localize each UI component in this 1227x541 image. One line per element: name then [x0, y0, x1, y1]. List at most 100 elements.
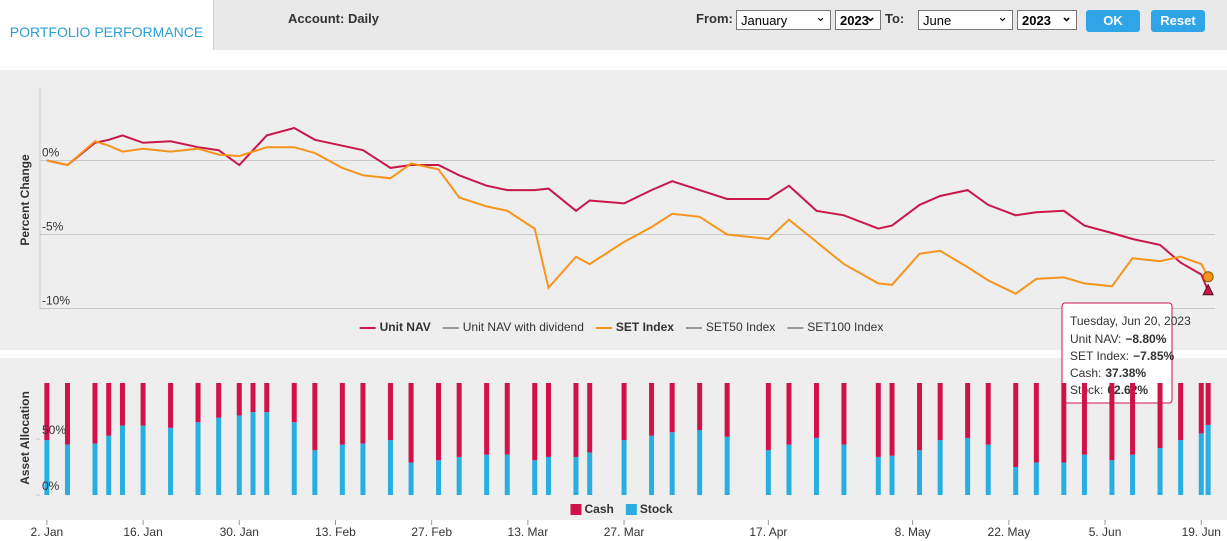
bar-segment [140, 425, 146, 495]
bar-segment [697, 430, 703, 495]
bar-segment [140, 383, 146, 426]
bar-segment [621, 383, 627, 441]
bar-segment [649, 383, 655, 436]
x-tick-label: 16. Jan [123, 525, 162, 539]
bar-segment [765, 383, 771, 451]
ok-button[interactable]: OK [1086, 10, 1140, 32]
toolbar: PORTFOLIO PERFORMANCE Account: Daily Fro… [0, 0, 1227, 50]
bar-segment [545, 383, 551, 457]
to-label: To: [885, 11, 905, 26]
bar-segment [168, 383, 174, 428]
bar-segment [545, 456, 551, 495]
bar-segment [64, 444, 70, 495]
bar-segment [456, 456, 462, 495]
bar-segment [291, 422, 297, 495]
bar-segment [937, 383, 943, 441]
bar-segment [985, 383, 991, 445]
y-tick-label: 0% [42, 479, 60, 493]
legend-label: Unit NAV with dividend [463, 320, 584, 334]
top-panel [0, 70, 1227, 350]
y-tick-label: 0% [42, 146, 60, 160]
bar-segment [236, 415, 242, 495]
bar-segment [264, 412, 270, 495]
bar-segment [195, 383, 201, 423]
x-tick-label: 2. Jan [31, 525, 64, 539]
bar-segment [587, 452, 593, 495]
end-marker [1202, 271, 1214, 283]
bar-segment [484, 383, 490, 455]
bar-segment [360, 383, 366, 444]
legend-label: Stock [640, 502, 673, 516]
bar-segment [1205, 424, 1211, 495]
bar-segment [937, 440, 943, 495]
bar-segment [1109, 460, 1115, 495]
bar-segment [532, 460, 538, 495]
bar-segment [408, 462, 414, 495]
tooltip-value: −8.80% [1125, 332, 1166, 346]
y-tick-label: 50% [42, 423, 66, 437]
x-tick-label: 30. Jan [220, 525, 259, 539]
legend-label: SET Index [616, 320, 674, 334]
bar-segment [889, 455, 895, 495]
bar-segment [1157, 383, 1163, 448]
bar-segment [813, 437, 819, 495]
from-month-select[interactable]: January [736, 7, 831, 30]
bar-segment [1061, 383, 1067, 463]
bar-segment [264, 383, 270, 413]
legend-swatch [625, 504, 637, 515]
bar-segment [312, 383, 318, 451]
tab[interactable]: PORTFOLIO PERFORMANCE [0, 0, 214, 50]
bar-segment [456, 383, 462, 457]
bar-segment [786, 444, 792, 495]
tooltip-label: Unit NAV: [1070, 332, 1121, 346]
bar-segment [573, 383, 579, 457]
x-tick-label: 22. May [988, 525, 1031, 539]
bar-segment [339, 383, 345, 445]
bar-segment [195, 422, 201, 495]
bar-segment [985, 444, 991, 495]
bar-segment [1081, 454, 1087, 495]
bar-segment [291, 383, 297, 423]
to-month-select[interactable]: June [918, 7, 1013, 30]
bar-segment [236, 383, 242, 416]
from-label: From: [696, 11, 733, 26]
tooltip-label: Cash: [1070, 366, 1101, 380]
bar-segment [1178, 440, 1184, 495]
y-axis-title: Percent Change [18, 154, 32, 246]
reset-button[interactable]: Reset [1151, 10, 1205, 32]
y-tick-label: -10% [42, 294, 70, 308]
bar-segment [1178, 383, 1184, 441]
bar-segment [813, 383, 819, 438]
tooltip-label: SET Index: [1070, 349, 1129, 363]
bar-segment [697, 383, 703, 431]
bar-segment [1157, 447, 1163, 495]
bar-segment [44, 383, 50, 441]
x-tick-label: 27. Feb [411, 525, 452, 539]
bar-segment [387, 440, 393, 495]
from-year-select[interactable]: 2023 [835, 7, 881, 30]
y-tick-label: -5% [42, 220, 64, 234]
bar-segment [621, 440, 627, 495]
to-year-select[interactable]: 2023 [1017, 7, 1077, 30]
bar-segment [106, 435, 112, 495]
bar-segment [360, 443, 366, 495]
bar-segment [1130, 454, 1136, 495]
bar-segment [786, 383, 792, 445]
bar-segment [841, 383, 847, 445]
bar-segment [573, 456, 579, 495]
bar-segment [875, 383, 881, 457]
bar-segment [724, 436, 730, 495]
x-tick-label: 13. Mar [508, 525, 549, 539]
bar-segment [484, 454, 490, 495]
legend: Cash Stock [570, 502, 673, 516]
bar-segment [965, 383, 971, 438]
tooltip-value: 37.38% [1105, 366, 1146, 380]
bar-segment [1109, 383, 1115, 461]
legend-label: Cash [584, 502, 613, 516]
bar-segment [44, 440, 50, 495]
end-marker [1202, 283, 1214, 296]
bar-segment [765, 450, 771, 495]
tooltip [1061, 302, 1173, 404]
